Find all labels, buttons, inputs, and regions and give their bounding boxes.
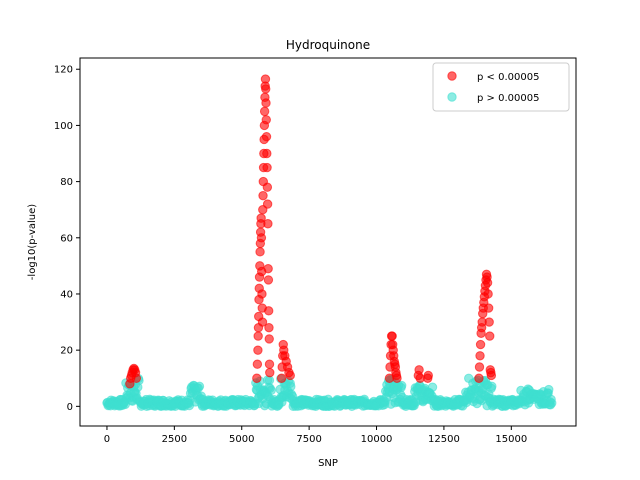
legend-marker-red: [447, 71, 457, 81]
data-point: [256, 233, 267, 243]
data-point: [263, 219, 273, 229]
x-tick-label: 0: [104, 434, 110, 445]
data-point: [264, 359, 275, 369]
x-tick-label: 15000: [495, 434, 527, 445]
y-tick-label: 120: [54, 65, 73, 76]
data-point: [485, 331, 495, 341]
data-point: [252, 373, 262, 383]
data-point: [265, 367, 275, 378]
data-point: [263, 275, 274, 285]
legend-label-teal: p > 0.00005: [477, 93, 539, 104]
data-point: [258, 190, 268, 201]
data-point: [261, 131, 272, 142]
data-point: [475, 339, 486, 350]
data-point: [260, 74, 271, 84]
series-above-threshold: [102, 373, 557, 412]
legend-box: [432, 62, 570, 112]
data-point: [474, 362, 485, 372]
data-point: [423, 370, 433, 381]
data-point: [261, 98, 271, 108]
x-tick-label: 5000: [229, 434, 254, 445]
data-point: [262, 199, 273, 209]
data-point: [253, 331, 263, 341]
legend-label-red: p < 0.00005: [477, 72, 539, 83]
y-axis: 0 20 40 60 80 100 120: [54, 65, 80, 413]
data-point: [257, 317, 268, 327]
y-tick-label: 20: [60, 346, 73, 357]
data-point: [264, 334, 274, 344]
series-below-threshold: [125, 74, 497, 389]
data-point: [194, 381, 205, 392]
y-tick-label: 80: [60, 177, 73, 188]
data-point: [261, 84, 271, 94]
data-point: [264, 322, 274, 333]
x-axis: 0 2500 5000 7500 10000 12500 15000: [104, 426, 527, 445]
data-point: [131, 373, 142, 383]
data-point: [486, 370, 497, 381]
data-point: [252, 359, 263, 369]
data-point: [286, 381, 296, 392]
data-point: [474, 373, 484, 383]
data-point: [262, 182, 273, 192]
data-point: [264, 375, 275, 385]
data-point: [261, 115, 271, 125]
data-point: [483, 289, 493, 299]
data-point: [255, 247, 265, 257]
data-point: [253, 345, 263, 355]
data-point: [487, 381, 497, 391]
data-point: [392, 373, 402, 383]
data-point: [263, 263, 273, 274]
data-point: [276, 373, 287, 383]
data-point: [414, 365, 424, 375]
data-point: [266, 385, 276, 396]
data-point: [547, 398, 557, 408]
y-tick-label: 40: [60, 289, 73, 300]
legend: p < 0.00005 p > 0.00005: [432, 62, 570, 112]
data-point: [427, 382, 438, 392]
data-point: [387, 331, 397, 341]
data-point: [483, 303, 494, 313]
data-point: [264, 306, 274, 316]
y-tick-label: 0: [67, 402, 73, 413]
x-axis-label: SNP: [318, 458, 338, 469]
data-point: [257, 289, 267, 299]
y-axis-label: -log10(p-value): [27, 204, 38, 280]
data-point: [285, 370, 295, 381]
x-tick-label: 2500: [162, 434, 187, 445]
x-tick-label: 7500: [296, 434, 321, 445]
plot-frame: [79, 57, 577, 427]
y-tick-label: 100: [54, 121, 73, 132]
data-point: [544, 384, 554, 395]
data-point: [262, 148, 272, 159]
chart-title: Hydroquinone: [286, 38, 370, 52]
data-point: [259, 106, 270, 117]
x-tick-label: 12500: [428, 434, 460, 445]
data-point: [397, 380, 407, 391]
data-point: [475, 351, 485, 361]
x-tick-label: 10000: [361, 434, 393, 445]
data-point: [482, 278, 493, 288]
data-point: [262, 162, 272, 173]
legend-marker-teal: [447, 92, 457, 102]
data-point: [484, 317, 494, 327]
y-tick-label: 60: [60, 233, 73, 244]
